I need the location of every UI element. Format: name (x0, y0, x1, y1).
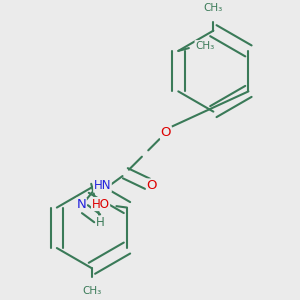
Text: H: H (96, 216, 105, 229)
Text: HO: HO (92, 197, 110, 211)
Text: CH₃: CH₃ (82, 286, 101, 296)
Text: CH₃: CH₃ (195, 40, 214, 51)
Text: N: N (76, 198, 86, 212)
Text: O: O (146, 179, 157, 192)
Text: O: O (160, 126, 171, 139)
Text: HN: HN (94, 179, 111, 192)
Text: CH₃: CH₃ (204, 3, 223, 13)
